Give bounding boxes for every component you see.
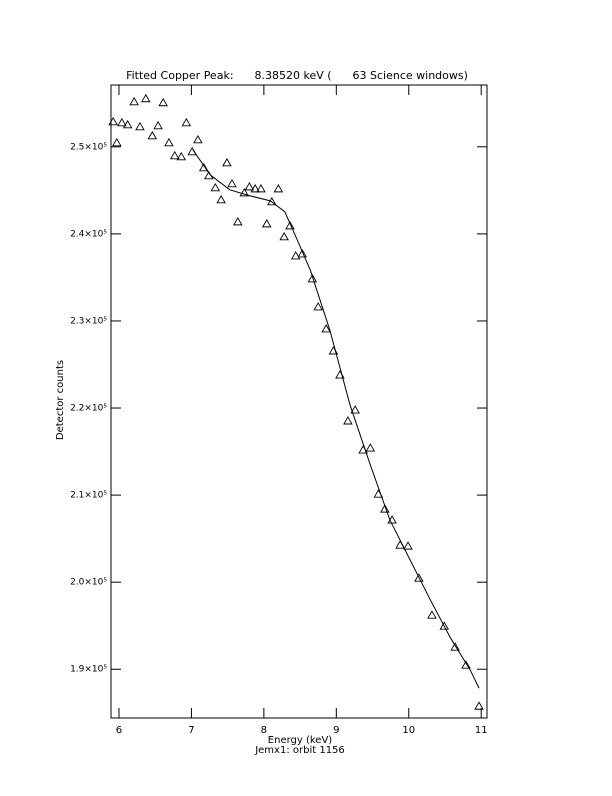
data-point (244, 181, 255, 191)
data-point (122, 119, 133, 129)
y-tick-label: 2.2×10⁵ (70, 404, 107, 414)
data-point (365, 443, 376, 452)
y-tick-label: 1.9×10⁵ (70, 665, 107, 675)
data-point (279, 231, 289, 241)
data-point (216, 194, 226, 204)
x-tick-label: 6 (116, 725, 122, 736)
data-point (117, 117, 127, 127)
data-point (321, 324, 331, 333)
x-axis-label: Energy (keV) (268, 735, 333, 746)
data-point (297, 249, 308, 258)
data-point (250, 183, 260, 193)
x-tick-label: 10 (402, 725, 415, 736)
x-tick-label: 11 (475, 725, 488, 736)
data-point (158, 97, 168, 107)
data-point (267, 196, 277, 206)
data-point (450, 642, 460, 651)
data-point (140, 93, 151, 103)
data-point (210, 182, 221, 192)
y-axis-label: Detector counts (55, 360, 66, 440)
data-point (193, 134, 203, 144)
subtitle: Jemx1: orbit 1156 (254, 745, 345, 756)
x-tick-label: 7 (188, 725, 194, 736)
data-point (307, 273, 318, 283)
data-point (169, 150, 180, 160)
data-point (343, 416, 353, 425)
data-point (256, 183, 266, 193)
data-point (261, 218, 272, 228)
data-point (290, 251, 301, 260)
data-point (233, 216, 243, 226)
data-point (414, 573, 424, 582)
fit-line (192, 149, 480, 689)
data-point (181, 117, 192, 127)
data-point (227, 178, 237, 188)
data-point (164, 137, 174, 147)
data-point (239, 187, 250, 197)
y-tick-label: 2.1×10⁵ (70, 491, 107, 501)
plot-frame (110, 84, 488, 719)
data-point (313, 302, 323, 311)
data-point (273, 183, 284, 193)
y-tick-label: 2.4×10⁵ (70, 229, 107, 239)
data-point (350, 405, 360, 414)
data-point (135, 121, 145, 131)
data-point (153, 120, 163, 130)
y-tick-label: 2.3×10⁵ (70, 316, 107, 326)
y-tick-label: 2.5×10⁵ (70, 142, 107, 152)
x-tick-label: 9 (333, 725, 339, 736)
data-point (147, 130, 158, 140)
data-point (474, 701, 484, 710)
data-point (129, 96, 139, 106)
chart-title: Fitted Copper Peak: 8.38520 keV ( 63 Sci… (126, 69, 468, 82)
data-point (439, 621, 450, 630)
data-point (285, 220, 295, 230)
data-point (176, 151, 187, 161)
data-point (222, 157, 232, 167)
data-point (112, 137, 122, 147)
data-point (380, 504, 390, 513)
data-point (108, 116, 118, 126)
y-tick-label: 2.0×10⁵ (70, 578, 107, 588)
data-point (198, 162, 209, 172)
data-point (461, 660, 471, 669)
data-point (427, 610, 437, 619)
x-tick-label: 8 (261, 725, 267, 736)
data-point (403, 541, 413, 550)
